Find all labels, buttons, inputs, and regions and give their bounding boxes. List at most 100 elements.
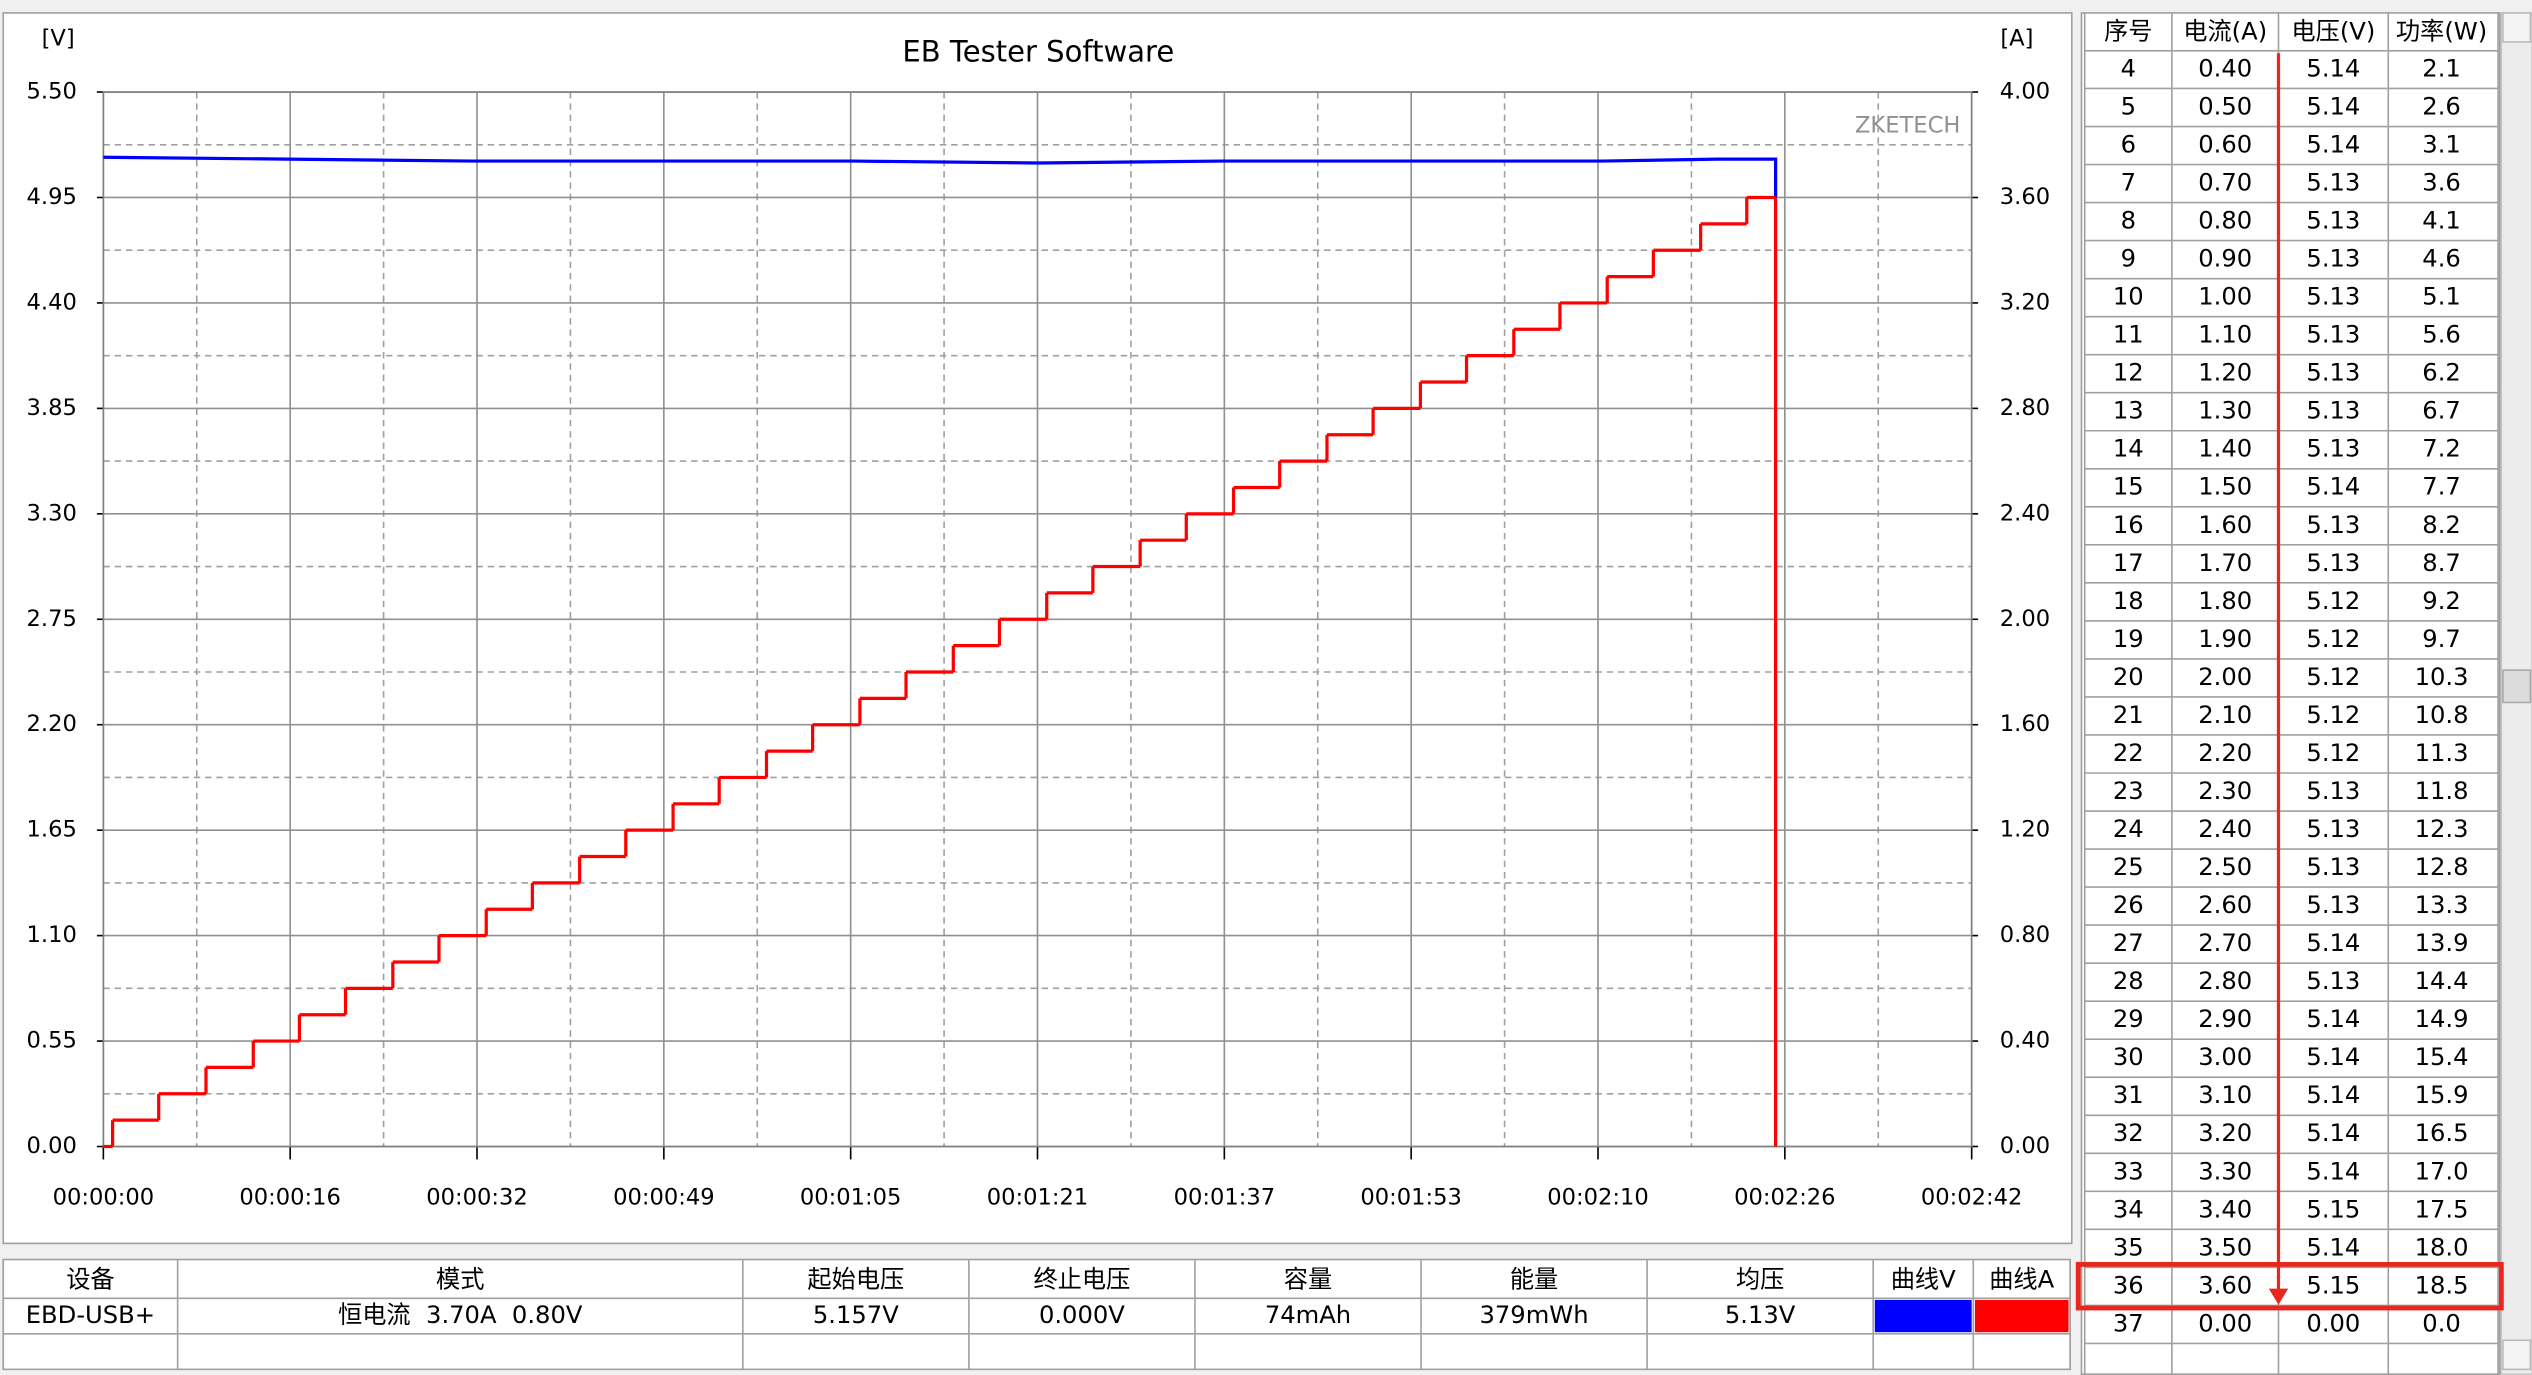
y2-tick-label: 0.00 bbox=[2000, 1133, 2050, 1159]
table-cell: 0.00 bbox=[2306, 1309, 2360, 1337]
table-cell: 0.50 bbox=[2198, 92, 2252, 120]
table-cell: 17 bbox=[2113, 549, 2144, 577]
table-cell: 10.8 bbox=[2415, 701, 2469, 729]
table-cell: 30 bbox=[2113, 1043, 2144, 1071]
table-cell: 1.30 bbox=[2198, 397, 2252, 425]
y2-tick-label: 3.60 bbox=[2000, 184, 2050, 210]
x-tick-label: 00:01:21 bbox=[987, 1185, 1088, 1211]
table-cell: 2.30 bbox=[2198, 777, 2252, 805]
table-cell: 1.80 bbox=[2198, 587, 2252, 615]
chart-title: EB Tester Software bbox=[902, 34, 1174, 68]
table-cell: 15.9 bbox=[2415, 1081, 2469, 1109]
x-tick-label: 00:00:32 bbox=[426, 1185, 527, 1211]
table-cell: 20 bbox=[2113, 663, 2144, 691]
table-cell: 10 bbox=[2113, 283, 2144, 311]
table-cell: 3.00 bbox=[2198, 1043, 2252, 1071]
table-cell: 29 bbox=[2113, 1005, 2144, 1033]
y2-tick-label: 2.00 bbox=[2000, 606, 2050, 632]
table-cell: 5.14 bbox=[2306, 1081, 2360, 1109]
table-cell: 16.5 bbox=[2415, 1119, 2469, 1147]
table-cell: 17.5 bbox=[2415, 1195, 2469, 1223]
table-cell: 8.7 bbox=[2422, 549, 2461, 577]
table-cell: 7.2 bbox=[2422, 435, 2461, 463]
annotation-arrowhead bbox=[2268, 1288, 2289, 1305]
table-cell: 5.157V bbox=[813, 1301, 899, 1329]
table-cell: 18.0 bbox=[2415, 1233, 2469, 1261]
table-cell: 12.3 bbox=[2415, 815, 2469, 843]
table-cell: 37 bbox=[2113, 1309, 2144, 1337]
table-cell: 1.60 bbox=[2198, 511, 2252, 539]
table-cell: 379mWh bbox=[1479, 1301, 1588, 1329]
table-cell: 5.13 bbox=[2306, 815, 2360, 843]
table-cell: 5.13 bbox=[2306, 207, 2360, 235]
x-tick-label: 00:00:49 bbox=[613, 1185, 714, 1211]
table-cell: 2.00 bbox=[2198, 663, 2252, 691]
y-axis-label: [V] bbox=[42, 25, 75, 51]
table-cell: 5.14 bbox=[2306, 54, 2360, 82]
column-header: 起始电压 bbox=[807, 1266, 904, 1294]
table-cell: 8.2 bbox=[2422, 511, 2461, 539]
scroll-thumb[interactable] bbox=[2502, 669, 2532, 704]
table-cell: 4 bbox=[2121, 54, 2136, 82]
table-cell: 0.90 bbox=[2198, 245, 2252, 273]
table-cell: 6.7 bbox=[2422, 397, 2461, 425]
table-cell: 5.15 bbox=[2306, 1271, 2360, 1299]
plot-frame bbox=[102, 91, 1973, 1148]
x-tick-label: 00:02:10 bbox=[1547, 1185, 1648, 1211]
table-cell: 2.1 bbox=[2422, 54, 2461, 82]
y2-tick-label: 2.80 bbox=[2000, 395, 2050, 421]
table-cell: 5.12 bbox=[2306, 587, 2360, 615]
table-cell: 9 bbox=[2121, 245, 2136, 273]
table-cell: 5.14 bbox=[2306, 130, 2360, 158]
table-cell: 32 bbox=[2113, 1119, 2144, 1147]
y-tick-label: 3.85 bbox=[27, 395, 77, 421]
table-cell: 3.6 bbox=[2422, 169, 2461, 197]
table-cell: 5.13 bbox=[2306, 359, 2360, 387]
table-cell: 5.13V bbox=[1725, 1301, 1796, 1329]
table-cell: 5.13 bbox=[2306, 283, 2360, 311]
table-cell: 0.40 bbox=[2198, 54, 2252, 82]
table-cell: 9.2 bbox=[2422, 587, 2461, 615]
table-cell: 28 bbox=[2113, 967, 2144, 995]
table-cell: 5.14 bbox=[2306, 92, 2360, 120]
table-cell: 5.13 bbox=[2306, 169, 2360, 197]
y-tick-label: 4.40 bbox=[27, 289, 77, 315]
table-cell: 4.1 bbox=[2422, 207, 2461, 235]
legend-label: 曲线V bbox=[1891, 1266, 1956, 1294]
table-cell: 5.14 bbox=[2306, 1043, 2360, 1071]
x-tick-label: 00:02:42 bbox=[1921, 1185, 2022, 1211]
table-cell: 5.14 bbox=[2306, 1233, 2360, 1261]
table-cell: 1.20 bbox=[2198, 359, 2252, 387]
summary-table bbox=[2, 1258, 2071, 1371]
column-header: 容量 bbox=[1284, 1266, 1332, 1294]
table-cell: 1.70 bbox=[2198, 549, 2252, 577]
scroll-up[interactable] bbox=[2502, 12, 2532, 43]
table-cell: 2.6 bbox=[2422, 92, 2461, 120]
table-cell: 3.20 bbox=[2198, 1119, 2252, 1147]
table-cell: 0.70 bbox=[2198, 169, 2252, 197]
table-cell: 13.9 bbox=[2415, 929, 2469, 957]
table-cell: 5.14 bbox=[2306, 473, 2360, 501]
table-cell: 15.4 bbox=[2415, 1043, 2469, 1071]
table-cell: 4.6 bbox=[2422, 245, 2461, 273]
column-header: 模式 bbox=[436, 1266, 484, 1294]
y2-tick-label: 1.60 bbox=[2000, 711, 2050, 737]
table-cell: 5.13 bbox=[2306, 321, 2360, 349]
y-tick-label: 1.10 bbox=[27, 922, 77, 948]
x-tick-label: 00:02:26 bbox=[1734, 1185, 1835, 1211]
scroll-down[interactable] bbox=[2502, 1339, 2532, 1371]
table-cell: 5.14 bbox=[2306, 1157, 2360, 1185]
column-header: 电压(V) bbox=[2291, 17, 2375, 45]
table-cell: 5.14 bbox=[2306, 929, 2360, 957]
table-cell: 15 bbox=[2113, 473, 2144, 501]
table-cell: 22 bbox=[2113, 739, 2144, 767]
y-tick-label: 2.75 bbox=[27, 606, 77, 632]
column-header: 功率(W) bbox=[2396, 17, 2487, 45]
y-tick-label: 5.50 bbox=[27, 79, 77, 105]
table-cell: 6.2 bbox=[2422, 359, 2461, 387]
table-cell: 34 bbox=[2113, 1195, 2144, 1223]
table-cell: 5.1 bbox=[2422, 283, 2461, 311]
table-cell: 35 bbox=[2113, 1233, 2144, 1261]
table-cell: 6 bbox=[2121, 130, 2136, 158]
table-cell: 5.12 bbox=[2306, 701, 2360, 729]
